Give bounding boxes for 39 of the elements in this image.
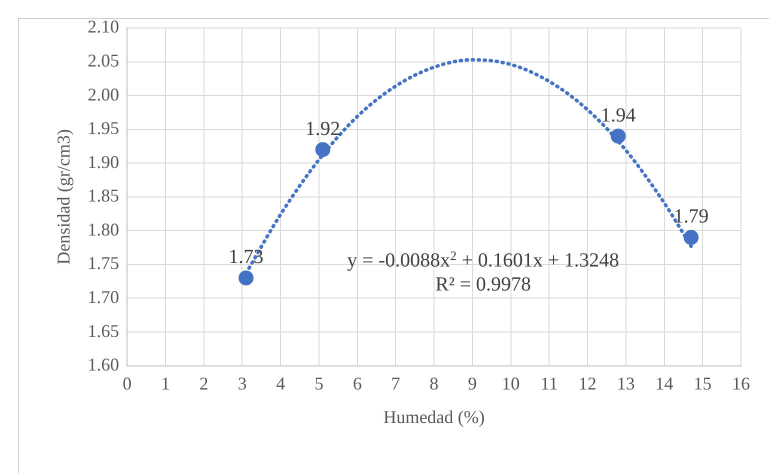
point xyxy=(315,142,330,158)
x-tick-label: 7 xyxy=(391,373,400,394)
y-tick-label: 1.75 xyxy=(88,253,120,274)
x-tick-label: 8 xyxy=(430,373,439,394)
annotation: R² = 0.9978 xyxy=(435,273,531,296)
y-tick-label: 1.85 xyxy=(88,186,120,206)
x-tick-label: 3 xyxy=(238,373,247,394)
x-tick-label: 11 xyxy=(540,373,558,394)
x-axis-title: Humedad (%) xyxy=(383,406,485,427)
y-tick-label: 2.05 xyxy=(88,50,120,71)
x-tick-label: 6 xyxy=(352,373,362,394)
x-tick-label: 12 xyxy=(578,373,597,394)
x-tick-label: 16 xyxy=(732,373,750,394)
x-tick-label: 15 xyxy=(694,373,712,394)
y-tick-label: 1.80 xyxy=(88,219,120,240)
x-tick-label: 1 xyxy=(160,373,170,394)
x-tick-label: 4 xyxy=(276,373,286,394)
point xyxy=(610,128,626,144)
x-tick-label: 0 xyxy=(122,373,132,394)
data-label: 1.94 xyxy=(600,104,636,126)
y-tick-label: 1.70 xyxy=(88,286,120,307)
x-tick-label: 14 xyxy=(655,373,674,394)
data-label: 1.92 xyxy=(305,118,340,140)
y-tick-label: 1.95 xyxy=(88,118,120,138)
x-tick-label: 10 xyxy=(502,373,520,394)
x-tick-label: 5 xyxy=(314,373,324,394)
y-tick-label: 2.10 xyxy=(88,16,120,37)
y-tick-label: 1.65 xyxy=(88,320,120,341)
data-label: 1.73 xyxy=(228,246,264,268)
x-tick-label: 9 xyxy=(468,373,477,394)
x-tick-label: 2 xyxy=(199,373,208,394)
y-tick-label: 2.00 xyxy=(88,84,120,104)
point xyxy=(238,270,254,286)
y-tick-label: 1.60 xyxy=(88,354,120,375)
y-axis-title: Densidad (gr/cm3) xyxy=(54,129,74,265)
data-label: 1.79 xyxy=(674,206,709,228)
x-tick-label: 13 xyxy=(616,373,635,394)
y-tick-label: 1.90 xyxy=(88,152,120,172)
point xyxy=(684,230,699,245)
